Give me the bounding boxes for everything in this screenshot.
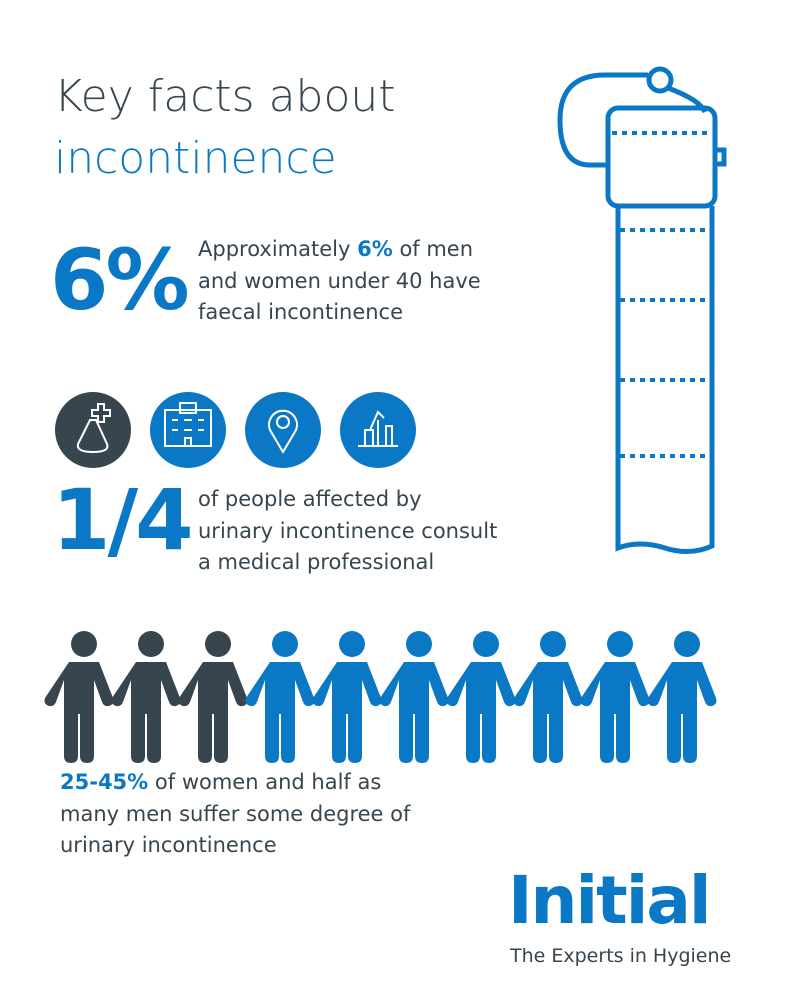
toilet-roll-icon (557, 66, 727, 554)
highlight: 6% (357, 237, 393, 261)
title: Key facts about incontinence (54, 66, 396, 190)
title-line: incontinence (54, 133, 337, 184)
fact-text: of people affected by urinary incontinen… (198, 484, 497, 579)
text: faecal incontinence (198, 300, 404, 324)
big-stat: 1/4 (52, 471, 194, 569)
text: urinary incontinence (60, 833, 277, 857)
title-line: Key facts about (54, 71, 396, 122)
text: urinary incontinence consult (198, 518, 498, 543)
tagline: The Experts in Hygiene (510, 945, 732, 967)
fact-text: 25-45% of women and half as many men suf… (60, 767, 410, 862)
text: Approximately (198, 237, 351, 261)
fact-text: Approximately 6% of men and women under … (198, 234, 481, 329)
text: many men suffer some degree of (60, 801, 411, 826)
text: of people affected by (198, 487, 422, 511)
text: and women under 40 have (198, 268, 481, 293)
icon-row (55, 392, 416, 468)
highlight: 25-45% (60, 770, 149, 794)
text: of women and half as (154, 770, 382, 794)
text: a medical professional (198, 550, 435, 574)
text: of men (399, 237, 474, 261)
big-stat: 6% (50, 231, 190, 329)
logo: Initial (508, 862, 711, 939)
people-row (44, 631, 717, 763)
